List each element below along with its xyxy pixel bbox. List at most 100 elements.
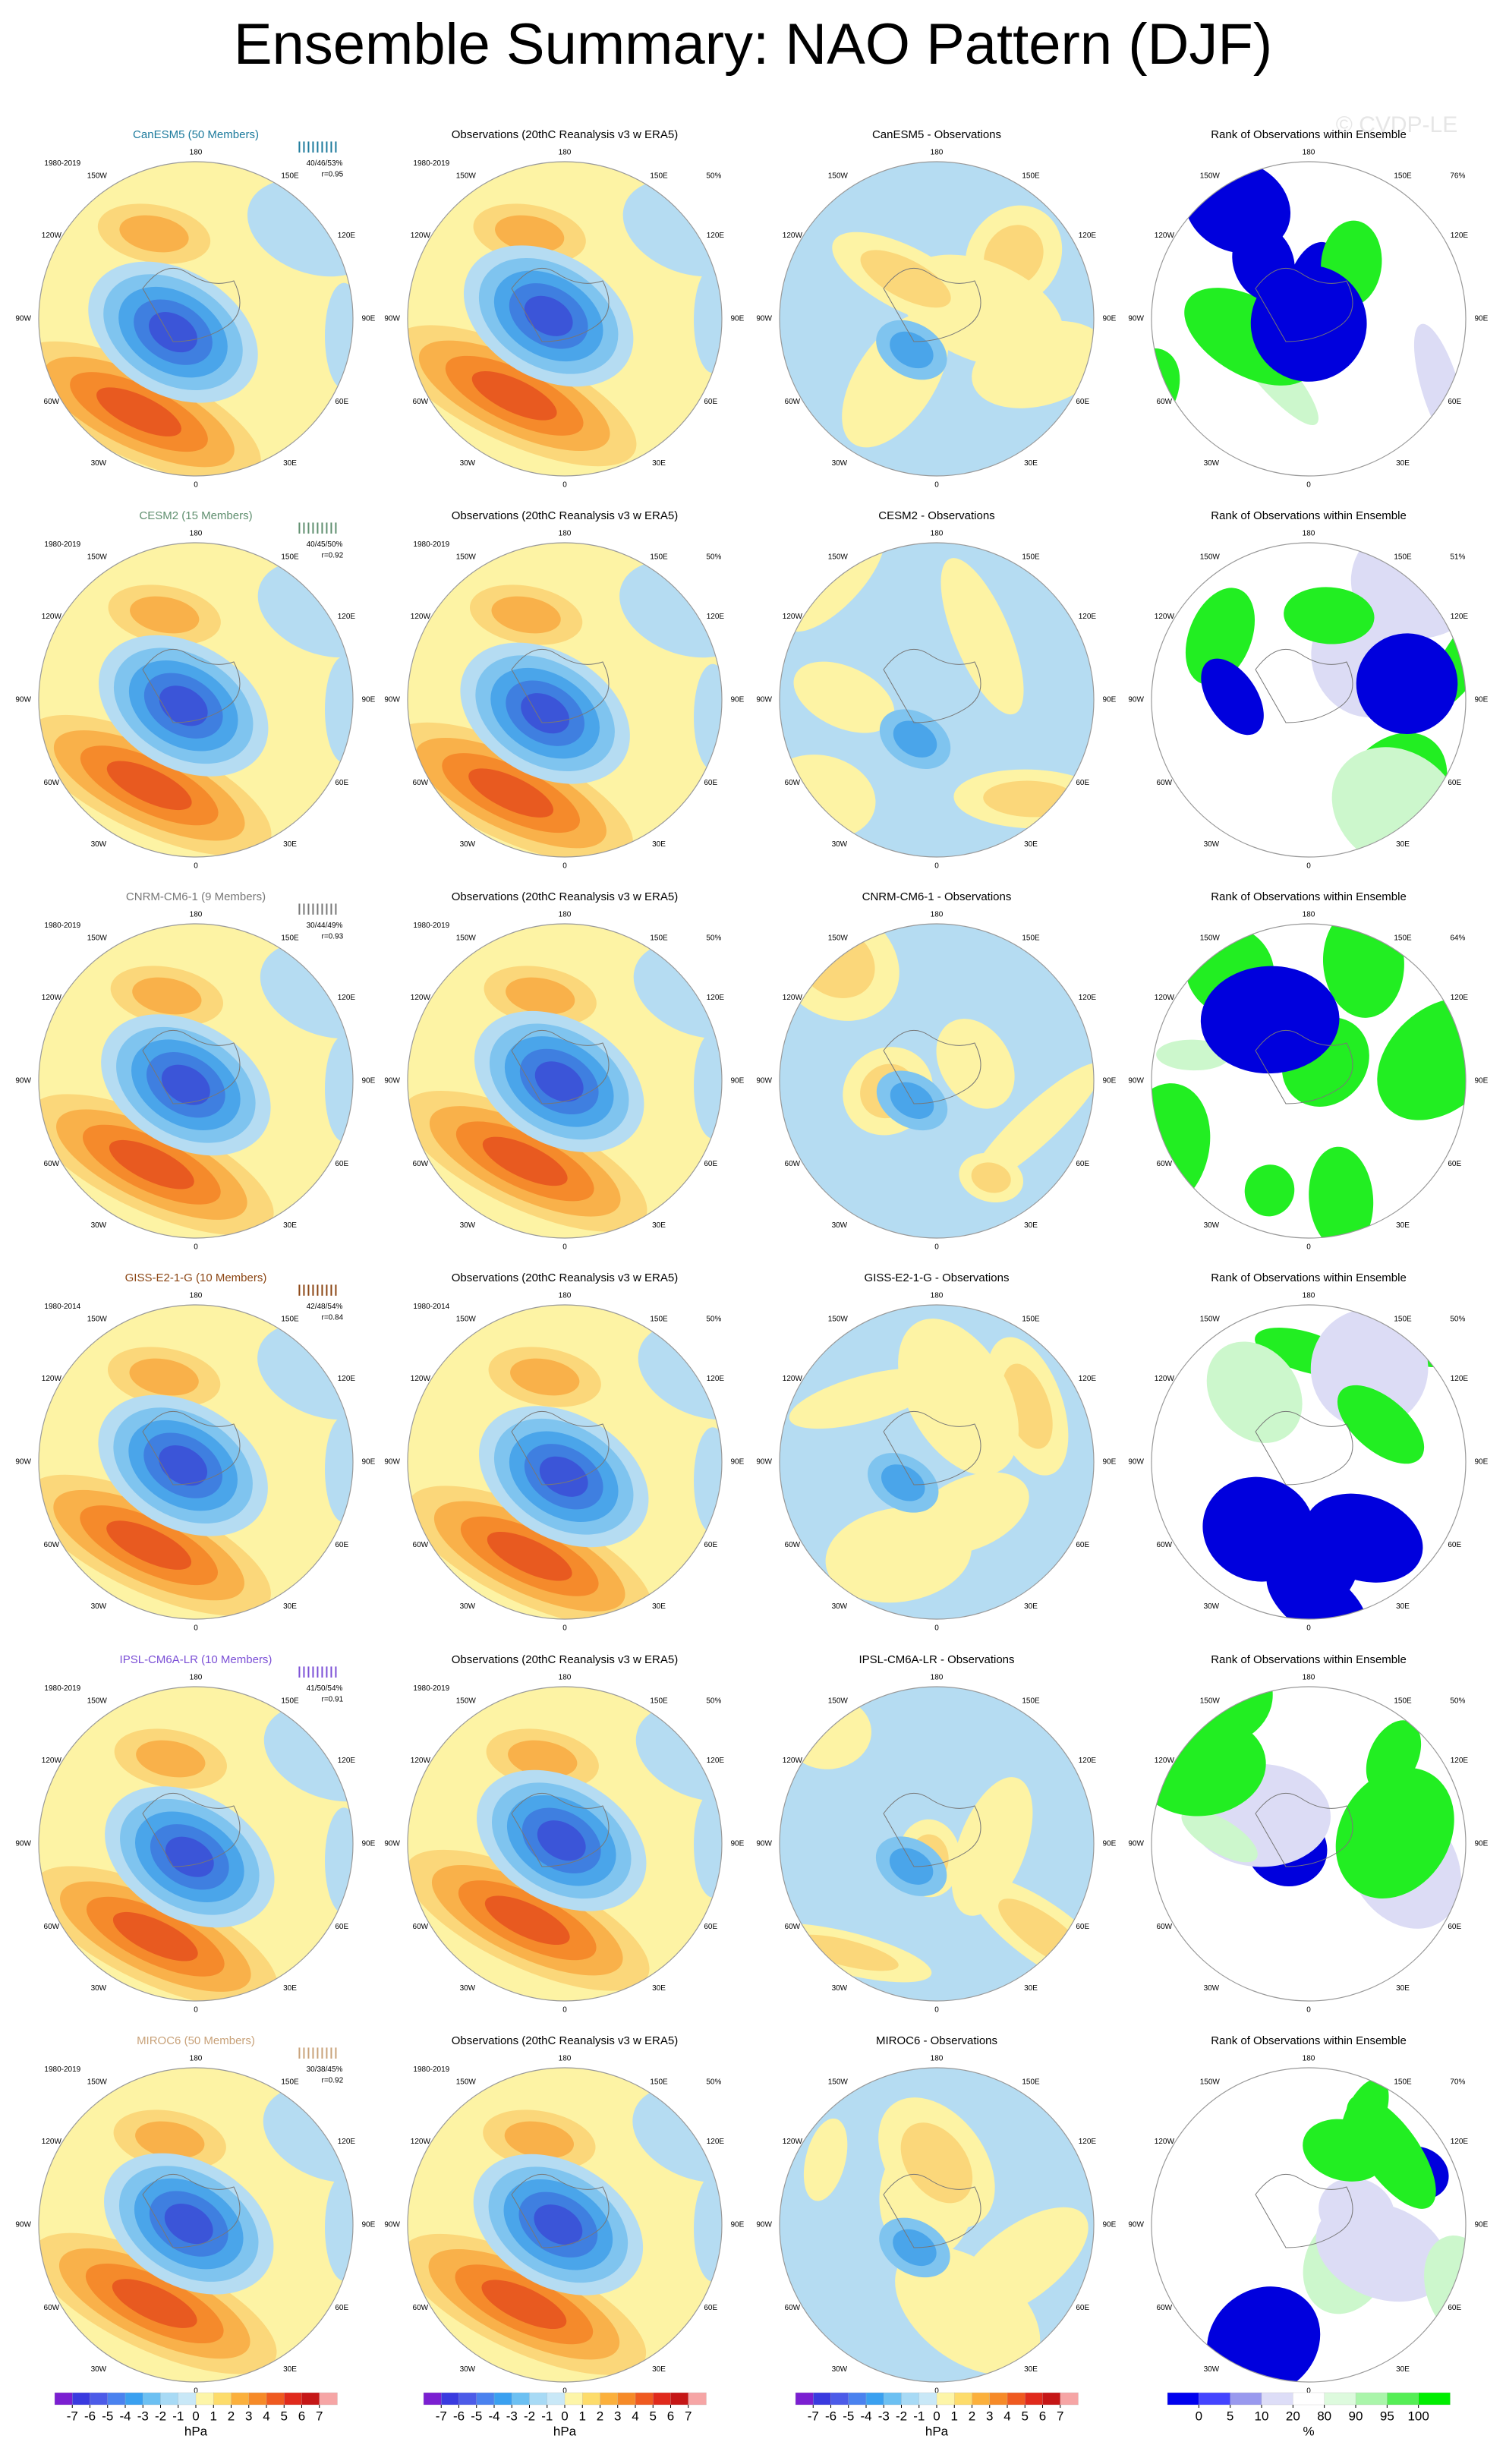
longitude-label: 30E bbox=[1024, 1221, 1038, 1230]
coastline bbox=[1255, 1792, 1353, 1867]
longitude-label: 30W bbox=[91, 840, 107, 849]
longitude-label: 90E bbox=[1474, 2221, 1488, 2229]
longitude-label: 0 bbox=[1306, 862, 1311, 871]
longitude-label: 0 bbox=[194, 2006, 198, 2015]
map bbox=[408, 2068, 722, 2382]
colorbar-label: -2 bbox=[524, 2409, 535, 2423]
map bbox=[39, 2068, 353, 2382]
longitude-label: 30E bbox=[1396, 459, 1410, 468]
longitude-label: 150E bbox=[1022, 553, 1040, 562]
longitude-label: 150W bbox=[87, 1697, 108, 1706]
panel-title: MIROC6 - Observations bbox=[876, 2034, 997, 2047]
longitude-label: 90E bbox=[361, 315, 375, 323]
map bbox=[39, 1687, 353, 2001]
contour-fill bbox=[482, 1136, 568, 1186]
colorbar-label: 1 bbox=[579, 2409, 586, 2423]
contour-fill bbox=[136, 1740, 206, 1778]
year-range: 1980-2019 bbox=[413, 1684, 449, 1693]
longitude-label: 150W bbox=[87, 2078, 108, 2087]
colorbar-swatch bbox=[972, 2392, 991, 2406]
model-title: CESM2 (15 Members) bbox=[139, 509, 252, 522]
panel-title: Rank of Observations within Ensemble bbox=[1211, 2034, 1407, 2047]
longitude-label: 90E bbox=[1102, 1458, 1116, 1467]
longitude-label: 120W bbox=[411, 1375, 431, 1383]
longitude-label: 90E bbox=[361, 696, 375, 704]
pattern-correlation: r=0.92 bbox=[322, 2076, 344, 2084]
longitude-label: 150W bbox=[828, 553, 849, 562]
model-title: GISS-E2-1-G (10 Members) bbox=[125, 1271, 267, 1284]
map-border bbox=[38, 542, 354, 858]
longitude-label: 90W bbox=[1128, 1840, 1144, 1848]
longitude-label: 60W bbox=[1157, 1923, 1173, 1931]
longitude-label: 120E bbox=[1451, 1757, 1469, 1765]
colorbar-swatch bbox=[178, 2392, 197, 2406]
longitude-label: 150E bbox=[650, 1315, 668, 1324]
longitude-label: 30W bbox=[460, 840, 476, 849]
longitude-label: 60W bbox=[413, 1923, 429, 1931]
contour-fill bbox=[325, 2174, 353, 2281]
longitude-label: 90W bbox=[15, 2221, 31, 2229]
year-range: 1980-2019 bbox=[413, 540, 449, 549]
obs-percent: 50% bbox=[706, 172, 721, 181]
colorbar-swatch bbox=[160, 2392, 179, 2406]
colorbar-swatch bbox=[1025, 2392, 1044, 2406]
rank-patch bbox=[1232, 224, 1295, 301]
colorbar-label: 100 bbox=[1407, 2409, 1429, 2423]
longitude-label: 60E bbox=[335, 1923, 348, 1931]
contour-fill bbox=[889, 1848, 934, 1885]
map bbox=[408, 162, 722, 476]
longitude-label: 60W bbox=[1157, 2304, 1173, 2312]
year-range: 1980-2019 bbox=[413, 922, 449, 930]
contour-fill bbox=[159, 685, 208, 726]
contour-fill bbox=[951, 1777, 1033, 1916]
year-range: 1980-2019 bbox=[413, 159, 449, 168]
longitude-label: 90W bbox=[756, 1458, 772, 1467]
longitude-label: 0 bbox=[562, 481, 567, 490]
longitude-label: 30E bbox=[1396, 2365, 1410, 2374]
longitude-label: 150W bbox=[456, 1697, 477, 1706]
panel-title: GISS-E2-1-G - Observations bbox=[865, 1271, 1010, 1284]
contour-fill bbox=[130, 596, 200, 634]
longitude-label: 90E bbox=[730, 2221, 744, 2229]
contour-fill bbox=[119, 215, 189, 253]
colorbar-label: 1 bbox=[210, 2409, 217, 2423]
contour-fill bbox=[471, 371, 557, 421]
rank-percent: 51% bbox=[1450, 553, 1465, 562]
rank-patch bbox=[1185, 588, 1256, 685]
obs-percent: 50% bbox=[706, 2078, 721, 2087]
year-range: 1980-2014 bbox=[44, 1303, 80, 1311]
longitude-label: 60W bbox=[1157, 1160, 1173, 1168]
longitude-label: 90W bbox=[1128, 315, 1144, 323]
contour-fill bbox=[468, 768, 554, 818]
colorbar-label: 0 bbox=[933, 2409, 940, 2423]
longitude-label: 90E bbox=[361, 1458, 375, 1467]
longitude-label: 120E bbox=[707, 994, 725, 1002]
longitude-label: 150E bbox=[1394, 1697, 1412, 1706]
longitude-label: 60E bbox=[704, 1923, 717, 1931]
longitude-label: 30W bbox=[832, 840, 848, 849]
longitude-label: 90E bbox=[1102, 1840, 1116, 1848]
longitude-label: 60E bbox=[1448, 1160, 1461, 1168]
longitude-label: 60E bbox=[1448, 398, 1461, 406]
rank-patch bbox=[1337, 1385, 1425, 1464]
colorbar-swatch bbox=[1261, 2392, 1293, 2406]
longitude-label: 150E bbox=[650, 553, 668, 562]
longitude-label: 120E bbox=[1451, 994, 1469, 1002]
longitude-label: 150E bbox=[1022, 2078, 1040, 2087]
colorbar-label: 0 bbox=[561, 2409, 568, 2423]
longitude-label: 90W bbox=[1128, 2221, 1144, 2229]
model-title: CanESM5 (50 Members) bbox=[133, 128, 259, 141]
longitude-label: 180 bbox=[931, 2055, 944, 2063]
longitude-label: 180 bbox=[1303, 911, 1315, 919]
contour-fill bbox=[521, 693, 570, 734]
map bbox=[1152, 1305, 1466, 1619]
colorbar-label: 5 bbox=[650, 2409, 657, 2423]
longitude-label: 90W bbox=[756, 696, 772, 704]
longitude-label: 30E bbox=[1396, 840, 1410, 849]
contour-fill bbox=[325, 282, 353, 389]
year-range: 1980-2014 bbox=[413, 1303, 449, 1311]
panel-title: Observations (20thC Reanalysis v3 w ERA5… bbox=[452, 128, 678, 141]
longitude-label: 120W bbox=[1155, 1757, 1175, 1765]
contour-fill bbox=[539, 1456, 588, 1497]
pattern-correlation: r=0.91 bbox=[322, 1695, 344, 1703]
